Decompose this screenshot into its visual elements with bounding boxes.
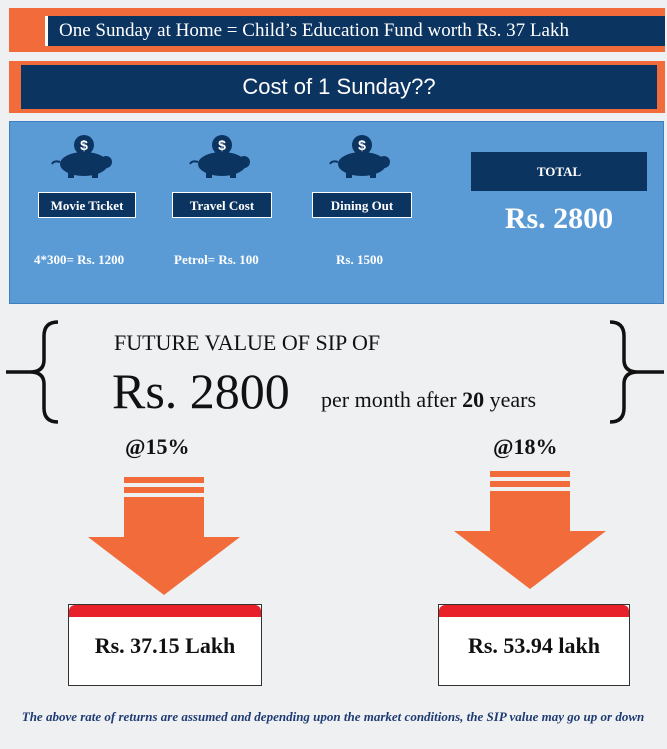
future-value-amount: Rs. 2800 (112, 363, 290, 419)
rate-18: @18% (493, 434, 558, 459)
piggy-bank-icon: $ (51, 135, 112, 178)
expenses-panel: $ Movie Ticket 4*300= Rs. 1200 $ Travel … (9, 121, 664, 304)
expense-label: Movie Ticket (38, 192, 136, 218)
down-arrow-icon (88, 477, 240, 595)
expense-value: 4*300= Rs. 1200 (34, 252, 125, 267)
piggy-bank-icon: $ (329, 135, 390, 178)
expense-value: Rs. 1500 (336, 252, 383, 267)
future-value-title: FUTURE VALUE OF SIP OF (114, 330, 381, 355)
banner-title: One Sunday at Home = Child’s Education F… (45, 16, 665, 46)
cost-title: Cost of 1 Sunday?? (21, 65, 657, 109)
svg-text:$: $ (358, 137, 366, 153)
result-box-header (69, 605, 261, 617)
expense-label: Dining Out (312, 192, 412, 218)
disclaimer: The above rate of returns are assumed an… (21, 709, 645, 724)
expense-label: Travel Cost (172, 192, 272, 218)
per-month-text: per month after (321, 387, 457, 412)
result-value: Rs. 37.15 Lakh (94, 633, 236, 658)
rate-15: @15% (125, 434, 190, 459)
top-banner: One Sunday at Home = Child’s Education F… (9, 8, 665, 52)
result-box-header (439, 605, 629, 617)
result-value: Rs. 53.94 lakh (467, 633, 601, 658)
future-value-period: per month after 20 years (321, 387, 536, 413)
piggy-bank-icon: $ (189, 135, 250, 178)
right-brace-icon (609, 320, 664, 424)
years-value: 20 (462, 387, 485, 412)
years-unit: years (489, 387, 537, 412)
total-label: TOTAL (471, 152, 647, 191)
svg-text:$: $ (218, 137, 226, 153)
cost-banner: Cost of 1 Sunday?? (9, 61, 665, 113)
result-box-15: Rs. 37.15 Lakh (68, 604, 262, 686)
left-brace-icon (6, 320, 59, 424)
result-box-18: Rs. 53.94 lakh (438, 604, 630, 686)
expense-value: Petrol= Rs. 100 (174, 252, 259, 267)
total-value: Rs. 2800 (504, 202, 614, 235)
svg-text:$: $ (80, 137, 88, 153)
down-arrow-icon (454, 471, 606, 589)
